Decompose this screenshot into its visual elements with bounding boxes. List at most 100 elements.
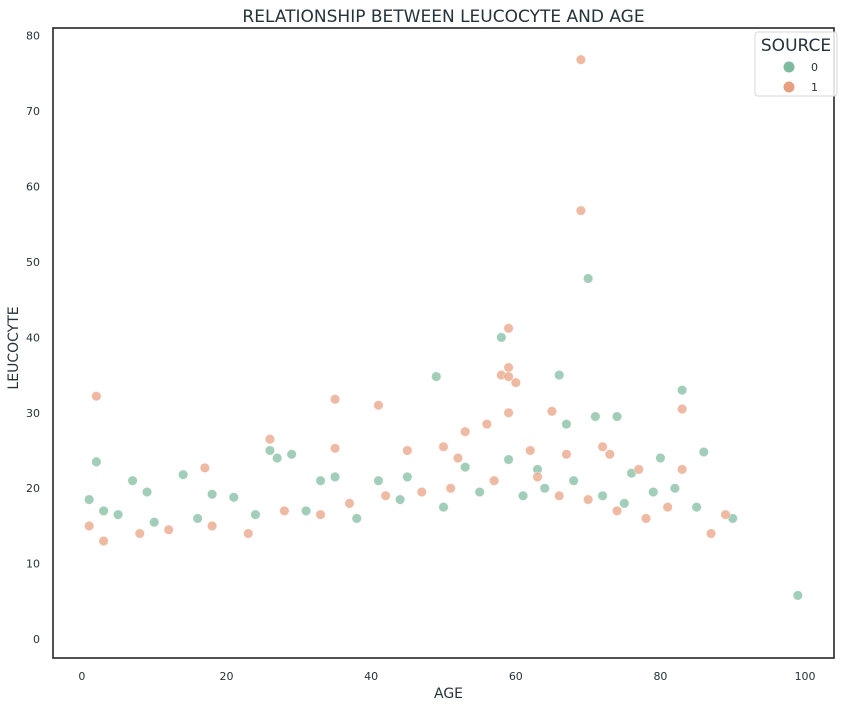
data-point xyxy=(792,590,804,601)
data-point xyxy=(438,501,449,513)
data-point xyxy=(597,441,608,452)
legend-title: SOURCE xyxy=(761,36,831,56)
data-point xyxy=(575,205,587,216)
data-point xyxy=(329,471,341,483)
data-point xyxy=(416,486,428,498)
series-0 xyxy=(83,273,804,601)
x-tick-label: 60 xyxy=(509,670,523,683)
y-tick-label: 20 xyxy=(26,482,40,495)
data-point xyxy=(344,498,355,509)
data-point xyxy=(640,513,652,524)
x-tick-label: 20 xyxy=(220,670,234,683)
data-point xyxy=(250,509,261,520)
data-point xyxy=(206,520,218,532)
data-point xyxy=(445,483,456,494)
data-point xyxy=(329,443,341,454)
series-1 xyxy=(83,54,731,547)
data-point xyxy=(561,449,572,460)
legend-marker-0 xyxy=(783,61,795,73)
y-tick-label: 0 xyxy=(33,633,40,646)
data-point xyxy=(503,454,514,465)
y-tick-label: 40 xyxy=(26,331,40,344)
y-tick-label: 50 xyxy=(26,256,40,269)
y-axis-label: LEUCOCYTE xyxy=(6,306,22,389)
data-point xyxy=(149,516,160,528)
data-point xyxy=(698,446,710,458)
data-point xyxy=(525,445,536,456)
data-point xyxy=(568,475,579,486)
data-point xyxy=(604,449,616,460)
data-point xyxy=(83,520,95,532)
data-point xyxy=(611,411,623,422)
data-point xyxy=(402,471,413,483)
y-tick-label: 80 xyxy=(26,30,40,43)
data-point xyxy=(488,475,500,486)
data-point xyxy=(517,490,529,501)
data-point xyxy=(459,461,471,473)
plot-frame xyxy=(52,27,835,659)
data-point xyxy=(315,509,326,520)
y-tick-label: 70 xyxy=(26,105,40,118)
data-point xyxy=(112,509,124,520)
y-tick-label: 10 xyxy=(26,558,40,571)
data-point xyxy=(676,403,688,415)
data-point xyxy=(554,369,565,381)
data-point xyxy=(669,483,681,494)
data-point xyxy=(134,528,145,539)
data-point xyxy=(503,323,514,334)
data-point xyxy=(655,452,666,464)
data-point xyxy=(590,411,601,422)
y-tick-label: 60 xyxy=(26,180,40,193)
data-point xyxy=(300,505,312,517)
data-point xyxy=(611,505,623,517)
data-point xyxy=(510,377,522,388)
data-point xyxy=(98,535,109,547)
data-point xyxy=(575,54,587,65)
data-point xyxy=(582,273,594,284)
data-point xyxy=(192,513,203,524)
data-point xyxy=(351,513,362,524)
data-point xyxy=(163,524,174,535)
data-point xyxy=(199,462,211,474)
legend: SOURCE 0 1 xyxy=(754,31,838,97)
data-point xyxy=(459,426,471,437)
data-point xyxy=(597,490,608,501)
data-point xyxy=(264,445,276,456)
data-point xyxy=(582,494,594,505)
data-point xyxy=(271,452,283,464)
data-point xyxy=(705,528,717,539)
data-point xyxy=(481,418,493,430)
data-point xyxy=(532,471,543,483)
legend-box xyxy=(754,31,838,97)
data-point xyxy=(279,505,290,517)
data-point xyxy=(619,498,630,509)
data-point xyxy=(402,445,413,456)
x-tick-label: 80 xyxy=(653,670,667,683)
data-point xyxy=(83,494,95,505)
chart-title: RELATIONSHIP BETWEEN LEUCOCYTE AND AGE xyxy=(242,7,644,27)
data-point xyxy=(431,371,442,382)
data-point xyxy=(206,489,218,500)
x-tick-label: 0 xyxy=(78,670,85,683)
data-point xyxy=(141,486,153,498)
data-point xyxy=(438,441,449,452)
data-point xyxy=(546,406,558,417)
data-point xyxy=(633,464,644,475)
data-point xyxy=(91,390,102,402)
data-point xyxy=(127,475,138,486)
data-point xyxy=(648,486,659,498)
legend-label-0: 0 xyxy=(811,61,818,74)
data-point xyxy=(373,400,384,411)
data-point xyxy=(539,483,550,494)
data-point xyxy=(264,434,276,445)
data-point xyxy=(561,418,572,430)
data-point xyxy=(380,490,391,501)
data-point xyxy=(91,456,102,468)
data-point xyxy=(676,464,688,475)
legend-marker-1 xyxy=(783,81,795,93)
data-point xyxy=(243,528,254,539)
data-point xyxy=(720,509,731,520)
points-layer xyxy=(83,54,804,601)
